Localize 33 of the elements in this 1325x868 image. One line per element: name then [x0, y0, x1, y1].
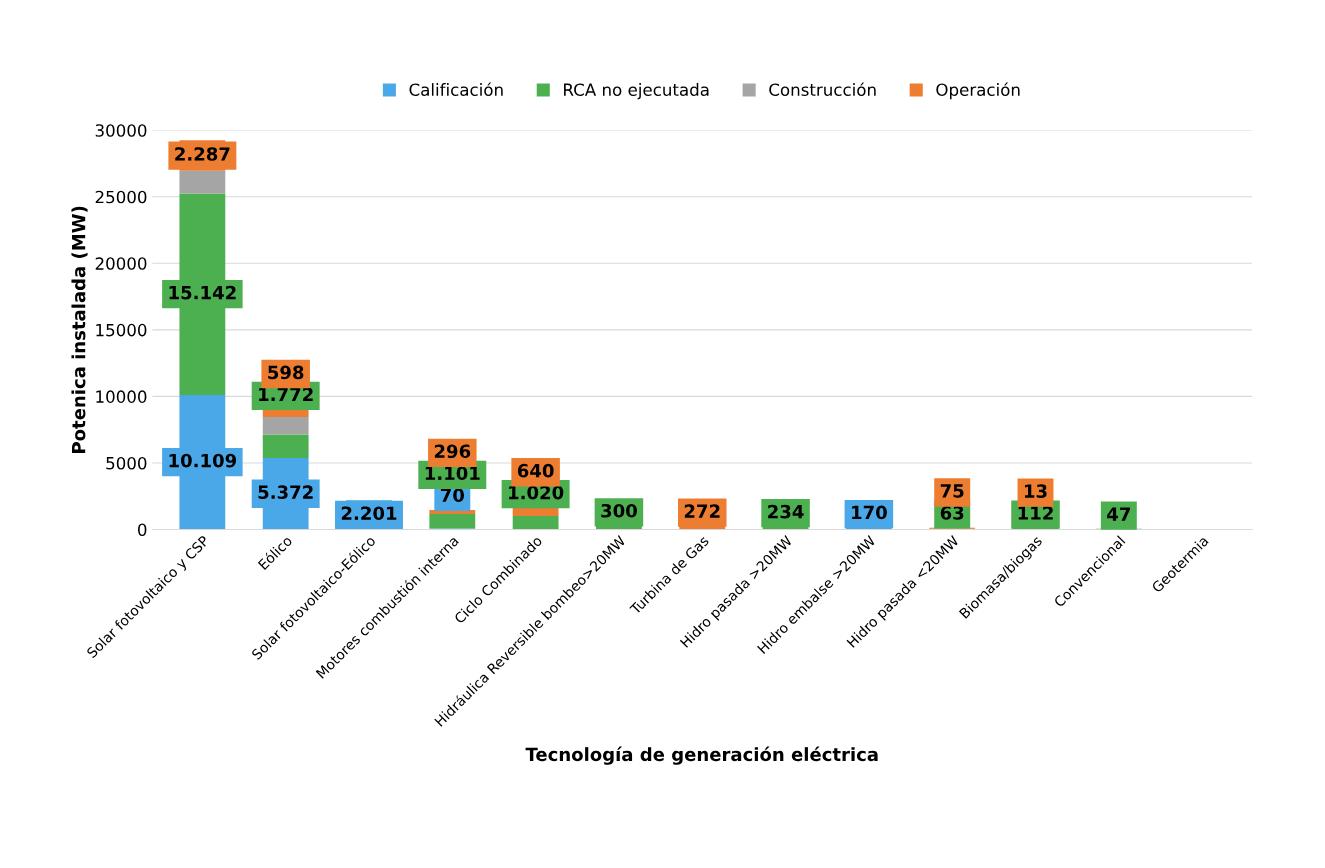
legend-label: Calificación	[409, 82, 503, 96]
y-tick-label: 15000	[96, 323, 147, 337]
data-label: 234	[768, 504, 804, 519]
data-label: 10.109	[169, 453, 237, 468]
data-label: 112	[1018, 506, 1053, 520]
data-label: 1.020	[509, 485, 564, 500]
data-label: 272	[684, 504, 720, 518]
data-label: 75	[940, 484, 964, 498]
data-label: 2.201	[341, 506, 397, 521]
data-label: 47	[1107, 507, 1130, 521]
legend-label: RCA no ejecutada	[564, 83, 709, 100]
data-label: 63	[940, 506, 964, 520]
data-label: 5.372	[258, 485, 313, 499]
data-label: 170	[852, 505, 887, 520]
y-tick-label: 0	[138, 523, 147, 537]
y-tick-label: 5000	[106, 456, 147, 470]
data-label: 1.101	[425, 466, 480, 481]
data-label: 2.287	[175, 147, 230, 161]
legend-label: Operación	[936, 82, 1020, 100]
y-tick-label: 10000	[96, 390, 147, 403]
legend-label: Construcción	[769, 82, 876, 96]
data-label: 296	[434, 444, 471, 459]
data-label: 1.772	[259, 387, 313, 401]
y-tick-label: 30000	[95, 124, 147, 137]
y-axis-title: Potenica instalada (MW)	[71, 206, 88, 453]
data-label: 13	[1024, 484, 1047, 498]
data-label: 300	[601, 503, 637, 518]
x-axis-title: Tecnología de generación eléctrica	[525, 746, 878, 765]
y-tick-label: 20000	[95, 257, 147, 270]
data-label: 15.142	[169, 285, 236, 300]
y-tick-label: 25000	[95, 190, 147, 204]
data-label: 598	[268, 365, 304, 380]
data-label: 640	[517, 463, 554, 478]
